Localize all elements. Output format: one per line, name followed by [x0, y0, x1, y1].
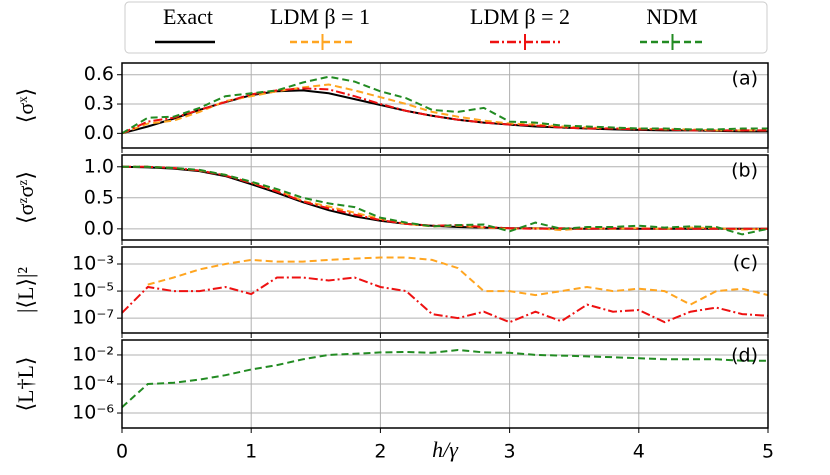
panel-label: (b) [731, 160, 758, 182]
series-line [147, 256, 769, 306]
series-line [121, 348, 768, 408]
y-tick-label: 1.0 [84, 155, 114, 177]
series-line [121, 89, 768, 135]
series-line [122, 165, 769, 236]
y-tick-label: 0.0 [84, 217, 114, 239]
legend-label: Exact [163, 4, 213, 29]
y-tick-label: 10⁻² [72, 343, 114, 365]
x-tick-label: 0 [116, 441, 128, 463]
legend-box [124, 1, 768, 54]
x-tick-label: 1 [245, 441, 257, 463]
y-tick-label: 10⁻⁶ [72, 402, 114, 424]
legend-label: LDM β = 2 [470, 4, 570, 29]
series-line [121, 87, 768, 135]
x-tick-label: 5 [762, 441, 774, 463]
y-tick-label: 10⁻⁵ [72, 280, 114, 302]
y-tick-label: 0.5 [84, 186, 114, 208]
y-tick-label: 10⁻⁷ [72, 307, 114, 329]
x-tick-label: 2 [374, 441, 386, 463]
y-tick-label: 0.0 [84, 122, 114, 144]
panel-label: (c) [733, 252, 758, 274]
y-tick-label: 0.3 [84, 93, 114, 115]
panel-frame [121, 62, 769, 149]
series-line [121, 276, 769, 324]
y-tick-label: 10⁻³ [72, 252, 114, 274]
y-axis-label: |⟨L⟩|² [13, 267, 38, 313]
panel-frame [121, 246, 769, 334]
y-axis-label: ⟨σˣ⟩ [13, 88, 38, 123]
legend-label: LDM β = 1 [270, 4, 370, 29]
y-tick-label: 0.6 [84, 63, 114, 85]
panel-label: (a) [732, 68, 758, 90]
x-tick-label: 4 [633, 441, 645, 463]
panel-frame [121, 339, 769, 429]
y-tick-label: 10⁻⁴ [72, 372, 114, 394]
series-line [122, 165, 769, 232]
panel-frame [121, 154, 769, 241]
panel-label: (d) [731, 345, 758, 367]
x-tick-label: 3 [504, 441, 516, 463]
series-line [121, 83, 768, 135]
y-axis-label: ⟨σᶻσᶻ⟩ [13, 171, 38, 224]
series-line [121, 75, 768, 135]
x-axis-label: h/γ [432, 437, 459, 462]
legend-label: NDM [646, 4, 697, 29]
y-axis-label: ⟨L†L⟩ [13, 356, 38, 411]
